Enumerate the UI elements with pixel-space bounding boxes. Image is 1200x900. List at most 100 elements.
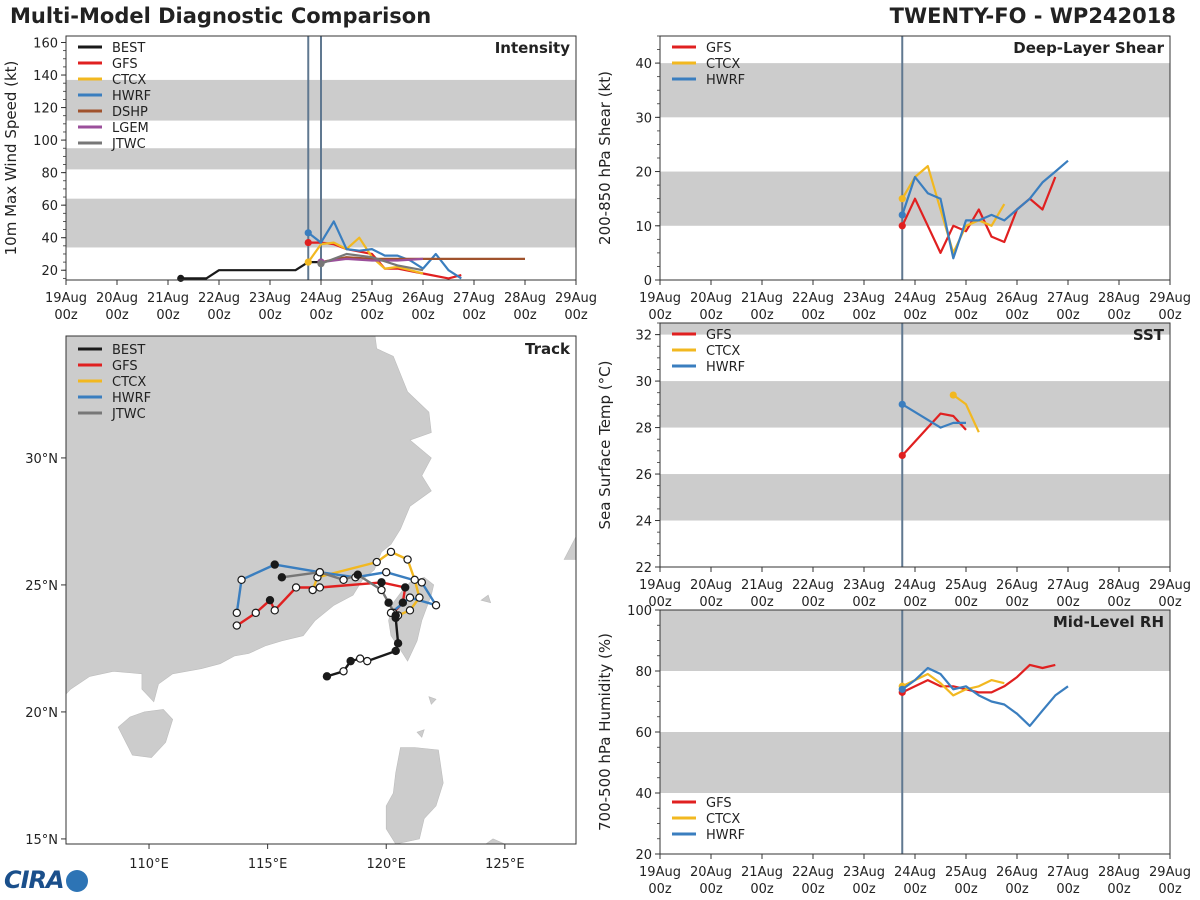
track-point-hwrf: [270, 560, 279, 569]
legend-label-hwrf: HWRF: [706, 73, 745, 88]
x-tick-label: 00z: [801, 308, 825, 323]
x-tick-label: 00z: [1107, 882, 1131, 897]
catanduanes-island: [485, 838, 505, 844]
x-tick-label: 19Aug: [639, 291, 681, 306]
track-point-gfs: [291, 583, 301, 592]
x-tick-label: 00z: [258, 308, 282, 323]
y-axis-label: 10m Max Wind Speed (kt): [2, 61, 20, 256]
panel-rh: 20 40 60 80 100 19Aug 00z 20Aug 00z 21Aug 00z 22Aug…: [596, 604, 1191, 897]
x-tick-label: 25Aug: [945, 578, 987, 593]
y-tick-label: 40: [635, 787, 652, 802]
x-tick-label: 28Aug: [1098, 865, 1140, 880]
x-tick-label: 23Aug: [843, 578, 885, 593]
panel-intensity: 20 40 60 80 100 120 140 160 19Aug 00z 20Aug 00z 21Au…: [2, 35, 597, 323]
x-tick-label: 29Aug: [1149, 865, 1191, 880]
x-tick-label: 22Aug: [198, 291, 240, 306]
panel-title: Deep-Layer Shear: [1013, 39, 1164, 57]
track-point-best: [355, 654, 365, 663]
legend-label-hwrf: HWRF: [706, 828, 745, 843]
track-point-gfs: [398, 598, 408, 607]
x-tick-label: 29Aug: [1149, 578, 1191, 593]
plot-frame: [659, 35, 1171, 281]
x-tick-label: 00z: [852, 595, 876, 610]
x-tick-label: 00z: [801, 595, 825, 610]
track-point-gfs: [401, 583, 410, 592]
track-point-ctcx: [372, 557, 381, 567]
legend-label-ctcx: CTCX: [112, 375, 146, 390]
y-tick-label: 60: [635, 726, 652, 741]
babuyan-islands: [416, 729, 425, 738]
x-tick-label: 00z: [156, 308, 180, 323]
initial-point-jtwc: [317, 260, 325, 268]
initial-point-hwrf: [898, 211, 906, 219]
track-point-jtwc: [377, 585, 386, 595]
x-tick-label: 00z: [648, 308, 672, 323]
plot-frame: [659, 609, 1171, 855]
track-point-hwrf: [382, 568, 391, 577]
y-tick-label: 30: [635, 375, 652, 390]
legend-label-hwrf: HWRF: [112, 89, 151, 104]
x-tick-label: 24Aug: [894, 578, 936, 593]
lon-tick-label: 110°E: [129, 857, 169, 872]
track-point-ctcx: [386, 547, 396, 557]
batanes-islands: [428, 696, 437, 705]
x-tick-label: 24Aug: [894, 291, 936, 306]
x-tick-label: 26Aug: [402, 291, 444, 306]
legend-label-ctcx: CTCX: [706, 57, 740, 72]
track-point-ctcx: [308, 585, 317, 595]
x-tick-label: 22Aug: [792, 865, 834, 880]
panel-title: SST: [1133, 326, 1165, 344]
x-tick-label: 28Aug: [504, 291, 546, 306]
y-tick-label: 20: [635, 848, 652, 863]
track-point-jtwc: [315, 568, 325, 577]
figure-title: Multi-Model Diagnostic Comparison: [10, 4, 432, 28]
x-tick-label: 00z: [852, 308, 876, 323]
initial-point-ctcx: [949, 391, 957, 399]
x-tick-label: 00z: [903, 308, 927, 323]
plot-frame: [65, 335, 577, 845]
x-tick-label: 28Aug: [1098, 291, 1140, 306]
x-tick-label: 00z: [360, 308, 384, 323]
initial-point-gfs: [898, 222, 906, 230]
x-tick-label: 25Aug: [945, 291, 987, 306]
legend-label-best: BEST: [112, 41, 145, 56]
y-tick-label: 30: [635, 111, 652, 126]
legend-label-best: BEST: [112, 343, 145, 358]
threshold-band: [660, 610, 1170, 671]
x-tick-label: 20Aug: [96, 291, 138, 306]
x-tick-label: 00z: [309, 308, 333, 323]
x-tick-label: 22Aug: [792, 291, 834, 306]
x-tick-label: 00z: [1158, 308, 1182, 323]
threshold-band: [660, 474, 1170, 521]
y-axis-label: 700-500 hPa Humidity (%): [596, 633, 614, 831]
track-point-hwrf: [431, 601, 441, 610]
lon-tick-label: 115°E: [248, 857, 288, 872]
series-line-jtwc: [320, 252, 424, 272]
y-tick-label: 22: [635, 561, 652, 576]
legend-label-gfs: GFS: [112, 57, 138, 72]
series-line-hwrf: [901, 403, 966, 429]
x-tick-label: 20Aug: [690, 291, 732, 306]
x-tick-label: 00z: [1158, 595, 1182, 610]
x-tick-label: 25Aug: [945, 865, 987, 880]
legend-label-hwrf: HWRF: [112, 391, 151, 406]
storm-id-title: TWENTY-FO - WP242018: [889, 4, 1176, 28]
x-tick-label: 00z: [1056, 882, 1080, 897]
legend-label-gfs: GFS: [112, 359, 138, 374]
series-line-hwrf: [307, 220, 462, 280]
track-point-ctcx: [405, 606, 415, 615]
cira-logo: CIRA: [4, 866, 88, 894]
legend-label-ctcx: CTCX: [706, 344, 740, 359]
x-tick-label: 00z: [1107, 308, 1131, 323]
x-tick-label: 00z: [1107, 595, 1131, 610]
x-tick-label: 27Aug: [1047, 578, 1089, 593]
y-tick-label: 100: [627, 604, 652, 619]
x-tick-label: 00z: [750, 308, 774, 323]
y-tick-label: 80: [41, 167, 58, 182]
y-tick-label: 80: [635, 665, 652, 680]
x-tick-label: 00z: [801, 882, 825, 897]
x-tick-label: 00z: [648, 882, 672, 897]
x-tick-label: 00z: [54, 308, 78, 323]
y-tick-label: 160: [33, 37, 58, 52]
